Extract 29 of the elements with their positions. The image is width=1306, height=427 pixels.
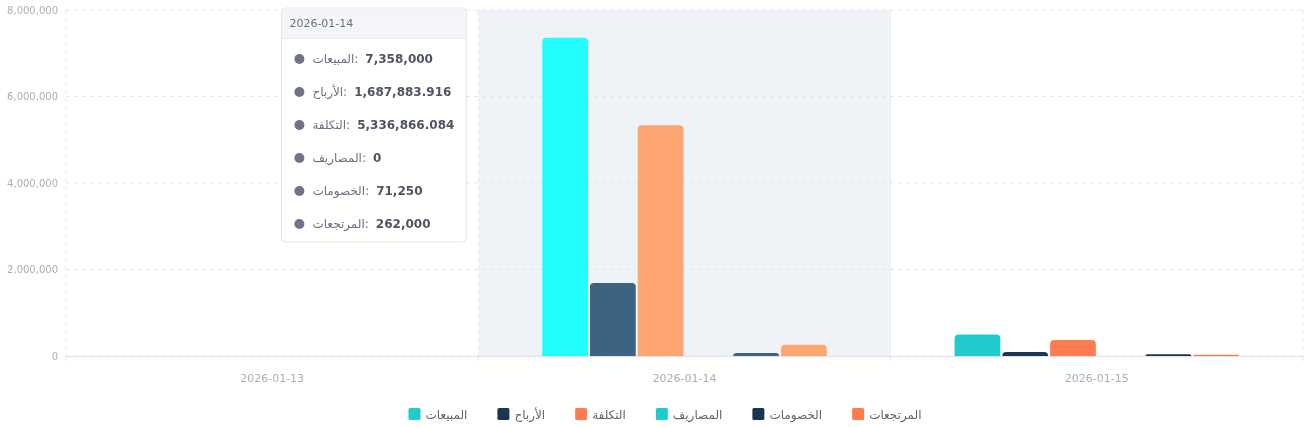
legend-label: المبيعات	[425, 407, 468, 422]
bar	[954, 334, 1001, 356]
annotation: 0	[372, 151, 382, 165]
legend-label: المصاريف	[672, 407, 723, 423]
bar	[542, 37, 588, 356]
legend-label: المرتجعات	[869, 407, 922, 423]
y-tick-label: 2,000,000	[7, 264, 58, 275]
annotation: 1,687,883.916	[354, 85, 452, 99]
y-tick-label: 4,000,000	[7, 177, 58, 189]
x-tick-label: 2026-01-13	[240, 372, 305, 385]
annotation: المبيعات:	[312, 52, 359, 66]
x-tick-label: 2026-01-14	[652, 372, 717, 385]
legend-label: التكلفة	[592, 407, 626, 422]
annotation: 2026-01-14	[289, 17, 354, 30]
legend-label: الأرباح	[514, 406, 546, 423]
annotation: المصاريف:	[312, 151, 366, 166]
y-tick-label: 6,000,000	[7, 91, 58, 102]
annotation: المرتجعات:	[312, 217, 369, 232]
y-tick-label: 0	[51, 350, 58, 362]
y-tick-label: 8,000,000	[7, 4, 58, 16]
annotation: الخصومات:	[312, 184, 370, 199]
legend-label: الخصومات	[769, 407, 823, 423]
annotation: التكلفة:	[312, 118, 351, 132]
x-tick-label: 2026-01-15	[1064, 372, 1129, 385]
annotation: الأرباح:	[312, 84, 348, 100]
annotation: 71,250	[376, 184, 423, 198]
annotation: 7,358,000	[365, 52, 433, 66]
annotation: 5,336,866.084	[357, 118, 455, 132]
annotation: 262,000	[375, 217, 431, 231]
